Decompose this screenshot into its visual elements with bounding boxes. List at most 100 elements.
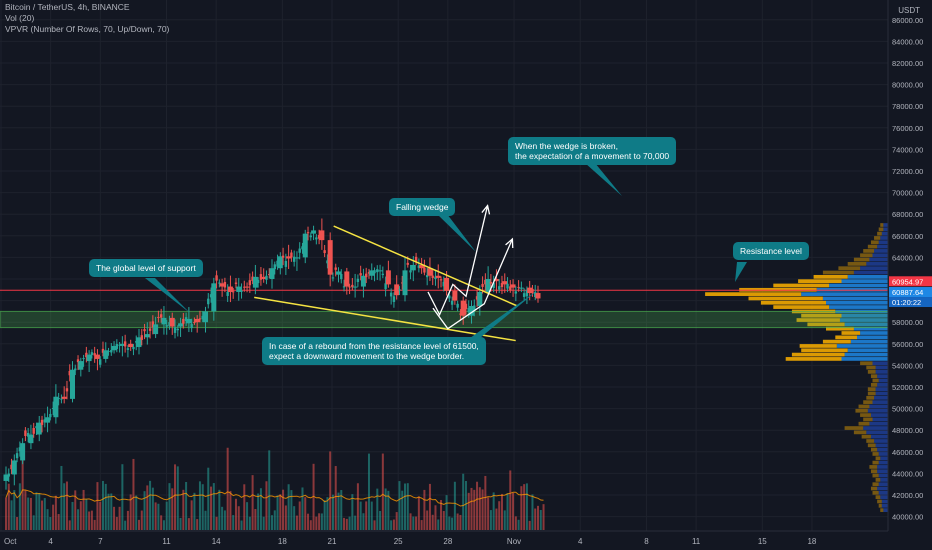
support-callout[interactable]: The global level of support (89, 259, 203, 277)
vpvr-row-up (866, 430, 888, 435)
volume-bar (453, 481, 456, 530)
volume-bar (248, 516, 251, 530)
volume-bar (74, 490, 77, 530)
volume-bar (284, 505, 287, 530)
vpvr-row-down (872, 473, 879, 478)
volume-bar (204, 510, 207, 530)
volume-bar (512, 492, 515, 530)
vpvr-row-down (860, 361, 873, 366)
last-price-tag: 60887.64 (892, 288, 923, 297)
candle-body (302, 233, 308, 258)
candle-body (506, 283, 509, 289)
volume-bar (307, 513, 310, 530)
price-tick-label: 58000.00 (892, 318, 923, 327)
rebound-callout[interactable]: In case of a rebound from the resistance… (262, 337, 486, 365)
volume-bar (38, 493, 41, 530)
candle-body (369, 270, 375, 276)
candle-body (442, 281, 445, 287)
time-tick-label: 28 (443, 537, 452, 546)
vpvr-row-up (877, 469, 888, 474)
candle-body (203, 311, 208, 323)
candle-body (103, 350, 109, 359)
vpvr-row-up (877, 374, 888, 379)
vpvr-row-down (877, 499, 882, 504)
volume-indicator-label: Vol (20) (5, 13, 35, 23)
breakout-callout[interactable]: When the wedge is broken, the expectatio… (508, 137, 677, 165)
candle-body (110, 350, 113, 353)
vpvr-row-up (881, 503, 888, 508)
candle-body (123, 341, 127, 347)
vpvr-row-down (847, 262, 867, 266)
vpvr-row-up (857, 335, 888, 340)
volume-bar (343, 517, 346, 530)
volume-bar (77, 509, 80, 530)
volume-bar (49, 516, 52, 530)
vpvr-row-up (877, 465, 888, 469)
volume-bar (126, 510, 129, 530)
candle-body (234, 282, 238, 284)
candle-body (244, 286, 250, 288)
volume-bar (43, 498, 46, 530)
price-axis[interactable]: 86000.00 84000.00 82000.00 80000.00 78000.00… (887, 0, 932, 550)
time-tick-label: Nov (507, 537, 521, 546)
vpvr-row-up (881, 231, 888, 236)
vpvr-row-down (863, 249, 875, 253)
price-tick-label: 72000.00 (892, 167, 923, 176)
vpvr-row-up (853, 270, 888, 275)
candle-body (376, 269, 379, 273)
vpvr-row-down (872, 490, 879, 495)
vpvr-row-down (863, 400, 873, 404)
volume-bar (487, 497, 490, 530)
volume-bar (340, 490, 343, 530)
volume-bar (63, 483, 66, 530)
volume-bar (240, 520, 243, 530)
price-tick-label: 40000.00 (892, 513, 923, 522)
volume-bar (506, 493, 509, 530)
volume-bar (503, 510, 506, 530)
resistance-callout[interactable]: Resistance level (733, 242, 809, 260)
vpvr-row-up (883, 223, 888, 227)
candle-body (414, 256, 418, 262)
volume-bar (467, 492, 470, 530)
price-tick-label: 80000.00 (892, 81, 923, 90)
vpvr-row-up (875, 443, 888, 448)
volume-bar (370, 501, 373, 530)
vpvr-row-up (853, 326, 888, 331)
wedge-callout[interactable]: Falling wedge (389, 198, 456, 216)
candle-body (525, 290, 529, 297)
symbol-title: Bitcoin / TetherUS, 4h, BINANCE (5, 2, 130, 12)
volume-bar (351, 494, 354, 530)
volume-bar (273, 510, 276, 530)
volume-bar (162, 520, 165, 530)
candle-body (76, 359, 80, 363)
candle-body (178, 323, 184, 327)
candle-body (493, 279, 499, 282)
time-axis[interactable]: Oct 4 7 11 14 18 21 25 28 Nov 4 8 11 15 18 (0, 530, 932, 550)
volume-bar (179, 517, 182, 530)
candle-body (70, 369, 75, 399)
vpvr-row-down (773, 305, 830, 309)
vpvr-row-up (880, 236, 888, 240)
volume-bar (381, 453, 384, 530)
vpvr-row-up (870, 413, 888, 417)
candle-body (135, 341, 138, 343)
volume-bar (276, 495, 279, 530)
candle-body (492, 282, 495, 288)
vpvr-row-down (878, 503, 882, 508)
vpvr-row-down (866, 395, 875, 400)
volume-bar (401, 490, 404, 530)
volume-bar (96, 482, 99, 530)
volume-bar (356, 483, 359, 530)
candle-body (184, 317, 188, 322)
candle-body (201, 315, 204, 320)
candle-body (186, 318, 192, 324)
vpvr-row-down (870, 447, 878, 452)
volume-bar (193, 492, 196, 530)
candle-body (431, 275, 434, 278)
volume-bar (539, 510, 542, 530)
candle-body (269, 268, 275, 279)
vpvr-row-down (875, 495, 881, 500)
price-tick-label: 78000.00 (892, 102, 923, 111)
candle-body (51, 407, 55, 409)
